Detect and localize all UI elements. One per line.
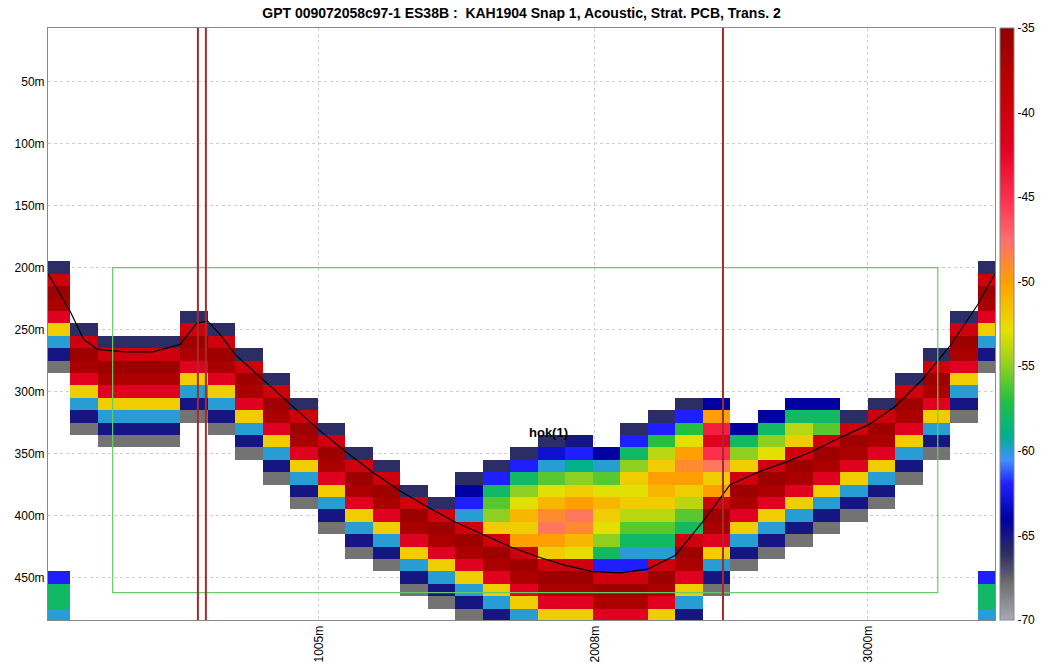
svg-text:-35: -35	[1017, 21, 1035, 35]
svg-text:200m: 200m	[15, 261, 45, 275]
svg-text:350m: 350m	[15, 447, 45, 461]
svg-text:-45: -45	[1017, 190, 1035, 204]
svg-text:450m: 450m	[15, 571, 45, 585]
svg-text:2008m: 2008m	[588, 626, 602, 663]
svg-text:-65: -65	[1017, 529, 1035, 543]
svg-text:400m: 400m	[15, 509, 45, 523]
svg-text:-60: -60	[1017, 444, 1035, 458]
svg-text:-70: -70	[1017, 613, 1035, 627]
svg-text:GPT 009072058c97-1 ES38B : KA: GPT 009072058c97-1 ES38B : KAH1904 Snap …	[262, 5, 781, 21]
svg-text:250m: 250m	[15, 323, 45, 337]
svg-text:1005m: 1005m	[312, 626, 326, 663]
svg-text:-40: -40	[1017, 106, 1035, 120]
svg-text:50m: 50m	[21, 75, 44, 89]
svg-text:-50: -50	[1017, 275, 1035, 289]
svg-text:150m: 150m	[15, 199, 45, 213]
svg-text:-55: -55	[1017, 359, 1035, 373]
svg-text:3000m: 3000m	[861, 626, 875, 663]
svg-text:hok(1): hok(1)	[529, 425, 568, 440]
svg-text:300m: 300m	[15, 385, 45, 399]
svg-text:100m: 100m	[15, 137, 45, 151]
